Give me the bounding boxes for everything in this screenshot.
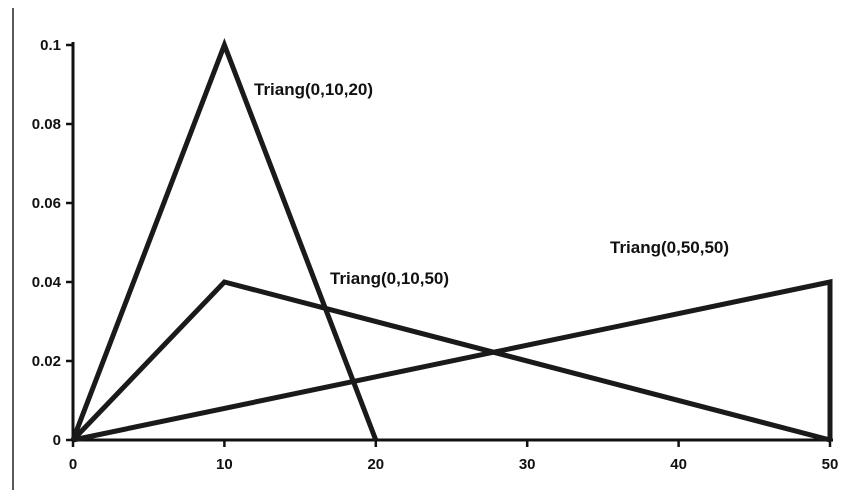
x-tick-label: 10: [216, 456, 233, 473]
y-tick-label: 0: [53, 432, 61, 449]
x-axis: 0 10 20 30 40 50: [69, 438, 839, 473]
x-tick-label: 30: [519, 456, 536, 473]
y-tick-label: 0.02: [32, 353, 61, 370]
series-label-3: Triang(0,50,50): [610, 238, 729, 257]
y-tick-label: 0.1: [40, 37, 61, 54]
x-tick-label: 0: [69, 456, 77, 473]
y-tick-label: 0.04: [32, 274, 62, 291]
series-line-1: [70, 38, 379, 441]
x-tick-label: 20: [367, 456, 384, 473]
series-label-2: Triang(0,10,50): [330, 269, 449, 288]
y-axis: 0 0.02 0.04 0.06 0.08 0.1: [32, 37, 75, 449]
series-group: [70, 38, 833, 443]
y-tick-label: 0.06: [32, 195, 61, 212]
series-line-2: [71, 279, 831, 443]
x-tick-label: 40: [670, 456, 687, 473]
series-labels: Triang(0,10,20) Triang(0,10,50) Triang(0,5…: [254, 80, 729, 288]
series-line-3: [72, 278, 833, 443]
y-tick-label: 0.08: [32, 116, 61, 133]
series-label-1: Triang(0,10,20): [254, 80, 373, 99]
x-tick-label: 50: [822, 456, 839, 473]
